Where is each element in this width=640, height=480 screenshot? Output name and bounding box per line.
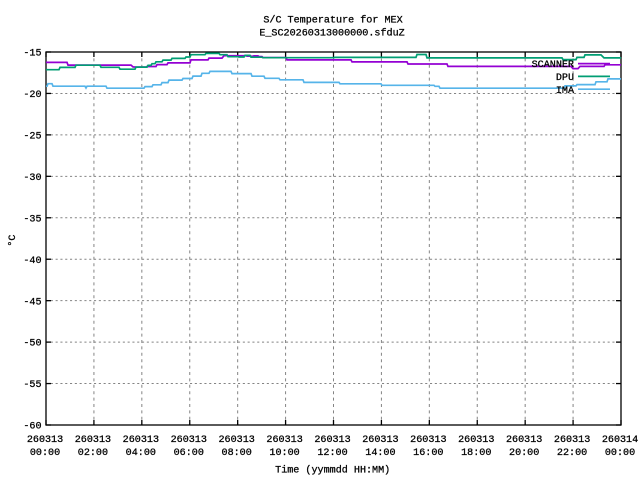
svg-text:08:00: 08:00	[222, 448, 252, 459]
svg-text:00:00: 00:00	[30, 448, 60, 459]
svg-text:06:00: 06:00	[174, 448, 204, 459]
svg-text:00:00: 00:00	[605, 448, 635, 459]
svg-text:20:00: 20:00	[509, 448, 539, 459]
svg-text:12:00: 12:00	[317, 448, 347, 459]
svg-text:260313: 260313	[75, 435, 111, 446]
svg-text:260313: 260313	[554, 435, 590, 446]
svg-text:16:00: 16:00	[413, 448, 443, 459]
svg-text:260313: 260313	[123, 435, 159, 446]
svg-text:260313: 260313	[171, 435, 207, 446]
svg-text:260313: 260313	[218, 435, 254, 446]
svg-text:10:00: 10:00	[269, 448, 299, 459]
svg-text:04:00: 04:00	[126, 448, 156, 459]
svg-text:E_SC20260313000000.sfduZ: E_SC20260313000000.sfduZ	[259, 28, 404, 40]
svg-text:-35: -35	[23, 214, 41, 225]
svg-text:-25: -25	[23, 131, 41, 142]
svg-text:-55: -55	[23, 380, 41, 391]
svg-text:-50: -50	[23, 339, 41, 350]
svg-text:SCANNER: SCANNER	[532, 60, 574, 71]
svg-text:-40: -40	[23, 256, 41, 267]
svg-text:260313: 260313	[27, 435, 63, 446]
svg-text:S/C Temperature for MEX: S/C Temperature for MEX	[263, 15, 402, 27]
svg-text:-45: -45	[23, 297, 41, 308]
svg-text:260313: 260313	[410, 435, 446, 446]
svg-text:260313: 260313	[314, 435, 350, 446]
svg-text:-30: -30	[23, 173, 41, 184]
svg-text:°C: °C	[7, 235, 19, 247]
svg-text:-15: -15	[23, 49, 41, 60]
svg-text:260313: 260313	[506, 435, 542, 446]
svg-text:IMA: IMA	[556, 86, 575, 97]
svg-text:18:00: 18:00	[461, 448, 491, 459]
svg-text:260313: 260313	[458, 435, 494, 446]
svg-text:260313: 260313	[362, 435, 398, 446]
svg-text:260314: 260314	[602, 435, 638, 446]
svg-text:DPU: DPU	[556, 73, 574, 84]
svg-text:14:00: 14:00	[365, 448, 395, 459]
svg-text:02:00: 02:00	[78, 448, 108, 459]
svg-text:-20: -20	[23, 90, 41, 101]
svg-text:22:00: 22:00	[557, 448, 587, 459]
svg-text:260313: 260313	[266, 435, 302, 446]
svg-text:-60: -60	[23, 422, 41, 433]
svg-text:Time (yymmdd HH:MM): Time (yymmdd HH:MM)	[275, 465, 390, 477]
